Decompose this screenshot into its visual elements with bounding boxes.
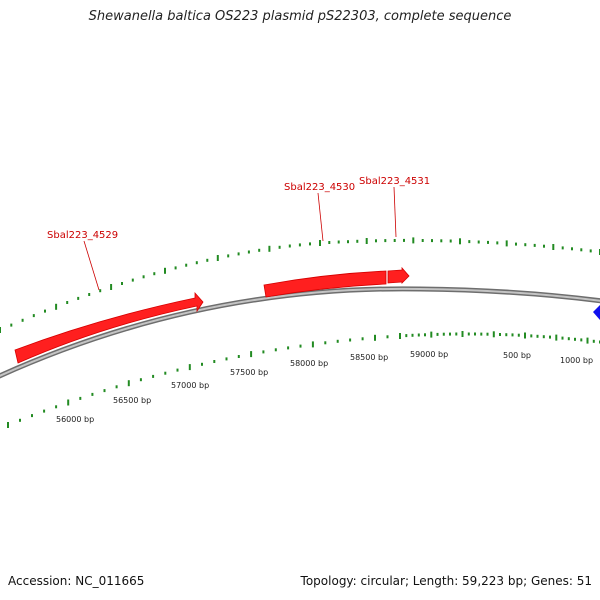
summary-text: Topology: circular; Length: 59,223 bp; G…	[300, 574, 592, 588]
blue-diamond-icon[interactable]	[593, 305, 600, 320]
scale-label: 57500 bp	[230, 368, 268, 377]
label-leader-4531	[393, 186, 397, 238]
scale-label: 58000 bp	[290, 359, 328, 368]
scale-label: 57000 bp	[171, 381, 209, 390]
label-leader-4530	[317, 192, 324, 242]
outer-tick-ring	[0, 237, 600, 333]
gene-arrow[interactable]	[387, 266, 410, 284]
map-title: Shewanella baltica OS223 plasmid pS22303…	[88, 9, 512, 24]
scale-label: 59000 bp	[410, 350, 448, 359]
gene-sbal223-4530[interactable]	[263, 270, 387, 298]
gene-label-4531[interactable]: Sbal223_4531	[359, 176, 430, 187]
gene-arrow[interactable]	[263, 270, 387, 298]
label-leader-4529	[83, 240, 100, 291]
gene-sbal223-4531[interactable]	[387, 266, 410, 284]
gene-label-4529[interactable]: Sbal223_4529	[47, 230, 118, 241]
inner-tick-ring	[7, 331, 600, 428]
scale-label: 1000 bp	[560, 356, 593, 365]
scale-label: 58500 bp	[350, 353, 388, 362]
scale-label: 500 bp	[503, 351, 531, 360]
plasmid-backbone-outer	[0, 286, 600, 379]
scale-label: 56500 bp	[113, 396, 151, 405]
gene-label-4530[interactable]: Sbal223_4530	[284, 182, 355, 193]
accession-text: Accession: NC_011665	[8, 574, 145, 588]
gene-sbal223-4529[interactable]	[14, 291, 204, 364]
scale-label: 56000 bp	[56, 415, 94, 424]
gene-arrow[interactable]	[14, 291, 204, 364]
plasmid-backbone-inner	[0, 287, 600, 377]
